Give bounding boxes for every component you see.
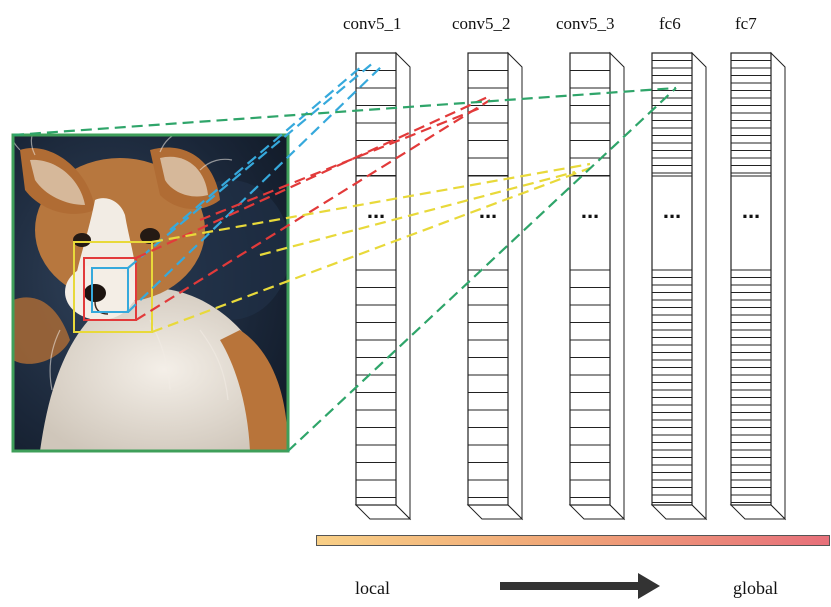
column-label-conv5-2: conv5_2 xyxy=(452,14,511,33)
connection-line-green xyxy=(12,86,677,137)
column-label-fc6: fc6 xyxy=(659,14,681,33)
column-label-conv5-3: conv5_3 xyxy=(556,14,615,33)
connection-line-yellow xyxy=(151,166,591,334)
feature-column-fc7: ... xyxy=(729,51,787,521)
dog-photo xyxy=(13,135,288,451)
photo-frame xyxy=(11,133,290,453)
feature-column-conv5-3: ... xyxy=(568,51,626,521)
ellipsis-marker: ... xyxy=(479,198,497,223)
connection-line-blue xyxy=(127,63,385,313)
local-global-gradient-bar xyxy=(316,535,830,546)
local-to-global-arrow xyxy=(500,573,660,599)
feature-column-conv5-1: ... xyxy=(354,51,412,521)
connection-lines xyxy=(12,61,677,452)
feature-column-fc6: ... xyxy=(650,51,708,521)
connection-line-blue xyxy=(169,65,363,231)
ellipsis-marker: ... xyxy=(367,198,385,223)
ellipsis-marker: ... xyxy=(663,198,681,223)
ellipsis-marker: ... xyxy=(742,198,760,223)
connection-line-green xyxy=(287,87,677,452)
column-label-conv5-1: conv5_1 xyxy=(343,14,402,33)
connection-line-yellow xyxy=(259,170,576,257)
column-label-fc7: fc7 xyxy=(735,14,757,33)
ellipsis-marker: ... xyxy=(581,198,599,223)
feature-column-conv5-2: ... xyxy=(466,51,524,521)
receptive-field-blue xyxy=(91,267,129,313)
connection-line-blue xyxy=(127,61,375,269)
receptive-field-yellow xyxy=(73,241,153,333)
connection-line-red xyxy=(135,99,491,321)
connection-line-red xyxy=(135,94,491,260)
receptive-field-red xyxy=(83,257,137,321)
connection-line-yellow xyxy=(151,162,591,244)
local-label: local xyxy=(355,578,390,598)
feature-columns: ............... xyxy=(354,51,787,521)
global-label: global xyxy=(733,578,778,598)
